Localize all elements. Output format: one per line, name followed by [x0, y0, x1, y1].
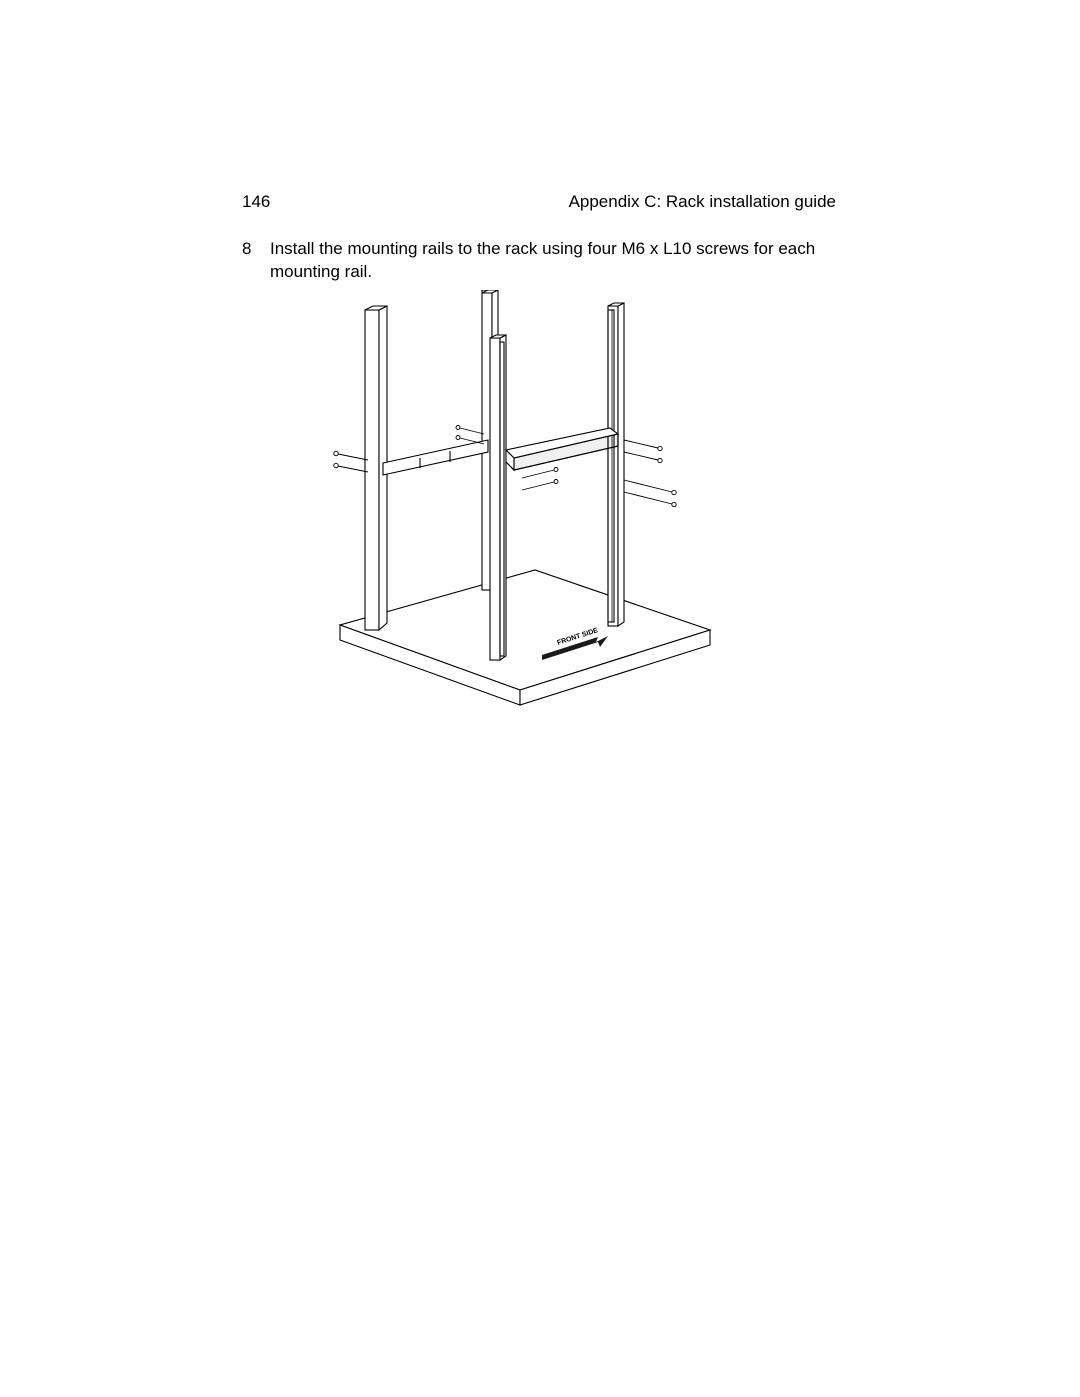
- page-header: 146 Appendix C: Rack installation guide: [242, 192, 836, 212]
- step-text: Install the mounting rails to the rack u…: [270, 238, 836, 284]
- appendix-title: Appendix C: Rack installation guide: [569, 192, 836, 212]
- page-number: 146: [242, 192, 270, 212]
- step-number: 8: [242, 238, 270, 284]
- rack-installation-diagram: FRONT SIDE: [310, 290, 730, 720]
- instruction-step: 8 Install the mounting rails to the rack…: [242, 238, 836, 284]
